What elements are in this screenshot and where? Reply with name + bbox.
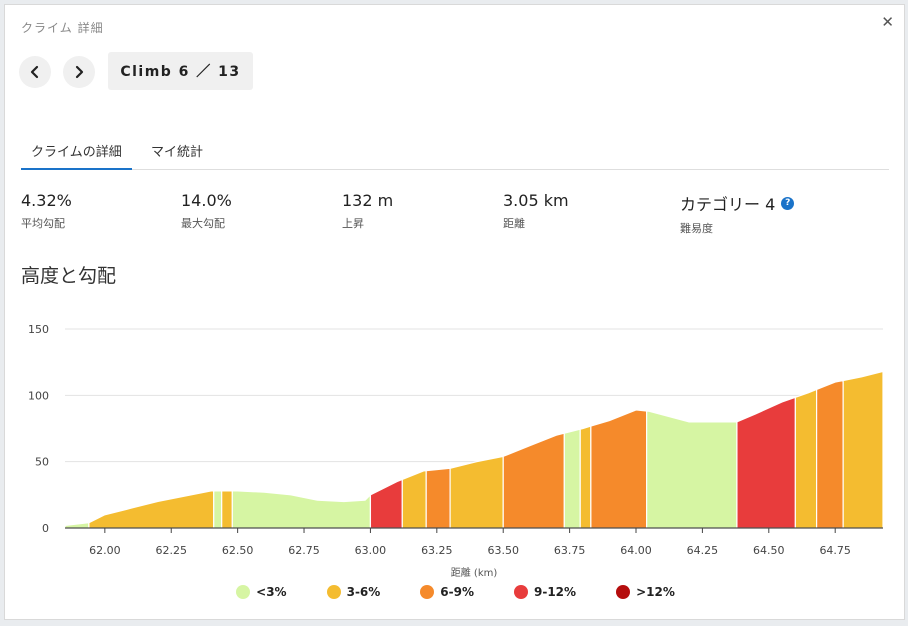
- legend-item: <3%: [236, 585, 287, 599]
- x-tick-label: 64.75: [819, 544, 851, 557]
- grade-segment: [425, 467, 451, 529]
- stat-average-grade: 4.32% 平均勾配: [21, 191, 72, 231]
- y-tick-label: 100: [28, 389, 49, 402]
- section-title: 高度と勾配: [21, 265, 117, 287]
- x-tick-label: 64.00: [620, 544, 652, 557]
- stat-value: 4.32%: [21, 191, 72, 210]
- stat-value: 14.0%: [181, 191, 232, 210]
- grade-segment: [213, 490, 223, 529]
- stat-max-grade: 14.0% 最大勾配: [181, 191, 232, 231]
- previous-climb-button[interactable]: [19, 56, 51, 88]
- grade-segment: [736, 396, 796, 529]
- chevron-left-icon: [30, 65, 39, 79]
- x-tick-label: 62.75: [288, 544, 320, 557]
- grade-segment: [401, 470, 427, 529]
- help-icon[interactable]: ?: [781, 196, 795, 210]
- legend-item: 3-6%: [326, 585, 381, 599]
- x-axis-label: 距離 (km): [451, 566, 498, 579]
- stat-label: 距離: [503, 217, 525, 230]
- y-tick-label: 150: [28, 323, 49, 336]
- y-tick-label: 50: [35, 456, 49, 469]
- stat-value: 132 m: [342, 191, 394, 210]
- legend-label: 3-6%: [346, 585, 381, 599]
- legend-item: 9-12%: [514, 585, 576, 599]
- grade-segment: [369, 478, 403, 529]
- legend-swatch: [236, 585, 251, 599]
- chevron-right-icon: [75, 65, 84, 79]
- stat-elevation-gain: 132 m 上昇: [342, 191, 393, 231]
- grade-segment: [88, 490, 215, 529]
- chart-legend: <3% 3-6% 6-9% 9-12% >12%: [5, 585, 906, 599]
- grade-segment: [816, 379, 844, 529]
- stat-label: 最大勾配: [181, 217, 225, 230]
- legend-item: >12%: [616, 585, 675, 599]
- legend-swatch: [420, 585, 435, 599]
- legend-item: 6-9%: [420, 585, 474, 599]
- x-tick-label: 62.25: [155, 544, 187, 557]
- stat-difficulty: カテゴリー 4 ? 難易度: [680, 191, 795, 236]
- x-tick-label: 64.50: [753, 544, 785, 557]
- grade-segment: [563, 428, 581, 529]
- elevation-grade-chart: 0 50 100 150 62.00 62.25 62.50 62.75 63.00 63.25 6…: [28, 323, 884, 579]
- x-tick-label: 63.50: [487, 544, 519, 557]
- tab-bar: クライムの詳細 マイ統計: [21, 133, 889, 170]
- stat-distance: 3.05 km 距離: [503, 191, 569, 231]
- x-tick-label: 62.00: [89, 544, 121, 557]
- stat-value: 3.05 km: [503, 191, 569, 210]
- tab-my-stats[interactable]: マイ統計: [151, 145, 204, 160]
- stat-value: カテゴリー 4: [680, 195, 776, 214]
- x-tick-label: 63.75: [554, 544, 586, 557]
- grade-segment: [231, 490, 372, 529]
- grade-segment: [502, 432, 565, 529]
- grade-segment: [590, 409, 648, 529]
- legend-swatch: [514, 585, 528, 599]
- legend-swatch: [616, 585, 631, 599]
- x-tick-label: 63.25: [421, 544, 453, 557]
- stat-label: 上昇: [342, 217, 364, 230]
- grade-segment: [64, 522, 90, 529]
- legend-label: <3%: [256, 585, 287, 599]
- close-icon[interactable]: ✕: [881, 13, 894, 31]
- tab-climb-details[interactable]: クライムの詳細: [21, 141, 132, 170]
- x-tick-label: 63.00: [355, 544, 387, 557]
- grade-segment: [794, 388, 818, 529]
- legend-label: 9-12%: [534, 585, 577, 599]
- climb-counter: Climb 6 ／ 13: [108, 52, 253, 90]
- grade-segment: [221, 490, 233, 529]
- legend-label: 6-9%: [440, 585, 474, 599]
- grade-segment: [646, 410, 738, 529]
- dialog-title: クライム 詳細: [21, 21, 104, 35]
- next-climb-button[interactable]: [63, 56, 95, 88]
- grade-segment: [579, 425, 592, 529]
- grade-segment: [842, 370, 884, 529]
- x-tick-label: 64.25: [687, 544, 719, 557]
- grade-segment: [449, 455, 504, 529]
- stat-label: 難易度: [680, 222, 713, 235]
- x-tick-label: 62.50: [222, 544, 254, 557]
- climb-details-dialog: クライム 詳細 ✕ Climb 6 ／ 13 クライムの詳細 マイ統計 4.32…: [4, 4, 905, 620]
- legend-label: >12%: [636, 585, 675, 599]
- legend-swatch: [326, 585, 341, 599]
- stat-label: 平均勾配: [21, 217, 65, 230]
- y-tick-label: 0: [42, 522, 49, 535]
